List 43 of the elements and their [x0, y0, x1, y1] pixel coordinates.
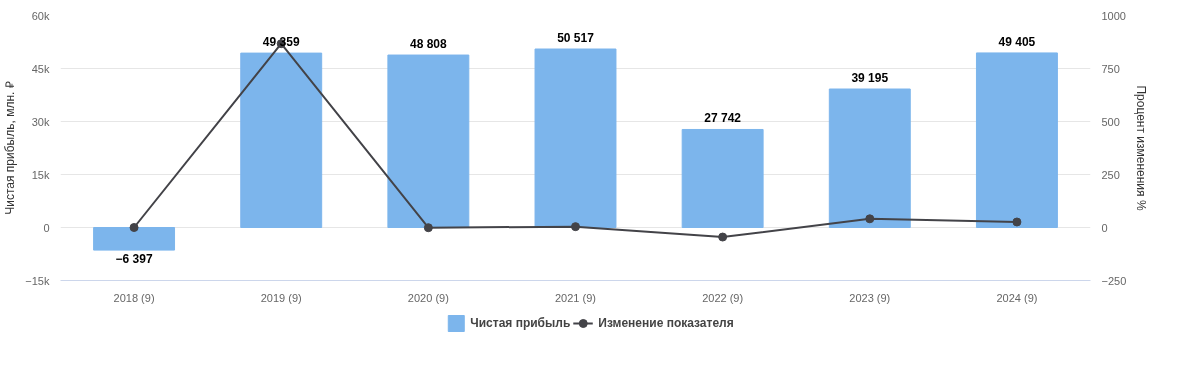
- data-label: 48 808: [410, 37, 448, 52]
- x-tick-label: 2023 (9): [849, 291, 891, 304]
- x-tick-label: 2020 (9): [407, 291, 449, 304]
- bar: [534, 48, 617, 228]
- bar: [975, 52, 1058, 228]
- x-tick-label: 2022 (9): [702, 291, 744, 304]
- data-label: 50 517: [557, 31, 595, 46]
- bar: [681, 128, 764, 228]
- data-label: −6 397: [115, 252, 153, 267]
- y-tick-label: 30k: [31, 115, 50, 128]
- y2-tick-label: 500: [1101, 115, 1120, 128]
- data-label: 27 742: [704, 111, 742, 126]
- y-tick-label: 60k: [31, 9, 50, 22]
- x-tick-label: 2024 (9): [996, 291, 1038, 304]
- data-label: 49 359: [262, 35, 300, 50]
- x-tick-label: 2018 (9): [113, 291, 155, 304]
- x-tick-label: 2019 (9): [260, 291, 302, 304]
- bar: [240, 52, 323, 228]
- y2-tick-label: 250: [1101, 168, 1120, 181]
- data-label: 39 195: [851, 71, 889, 86]
- point: [718, 232, 728, 242]
- y-axis-title: Чистая прибыль, млн. ₽: [3, 81, 18, 215]
- y2-tick-label: −250: [1101, 274, 1127, 287]
- y-tick-label: 45k: [31, 62, 50, 75]
- y2-axis-title: Процент изменения %: [1134, 85, 1149, 211]
- point: [1012, 217, 1022, 227]
- point: [129, 223, 139, 232]
- point: [571, 222, 580, 232]
- data-label: 49 405: [998, 34, 1036, 49]
- y-tick-label: 0: [43, 221, 50, 234]
- bar: [828, 88, 911, 228]
- y2-tick-label: 0: [1101, 221, 1108, 234]
- x-tick-label: 2021 (9): [555, 291, 596, 304]
- bar: [93, 227, 176, 251]
- bar: [387, 54, 470, 228]
- legend-label: Изменение показателя: [598, 316, 734, 330]
- y2-tick-label: 750: [1101, 62, 1120, 75]
- y-tick-label: 15k: [31, 168, 50, 181]
- point: [865, 214, 875, 224]
- y-tick-label: −15k: [25, 274, 50, 287]
- legend-label: Чистая прибыль: [470, 316, 571, 330]
- y2-tick-label: 1000: [1101, 9, 1126, 22]
- point: [423, 223, 433, 233]
